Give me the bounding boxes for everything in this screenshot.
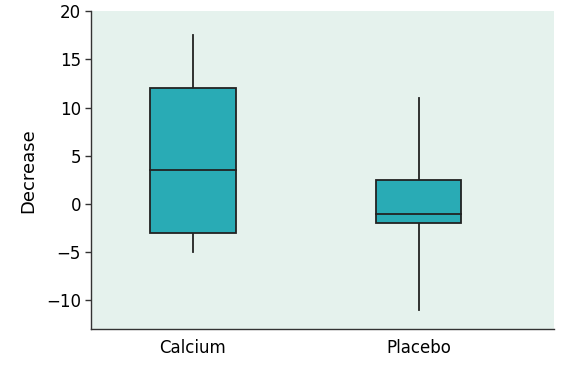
- Bar: [376, 180, 461, 223]
- Y-axis label: Decrease: Decrease: [19, 128, 38, 212]
- Bar: [150, 88, 236, 233]
